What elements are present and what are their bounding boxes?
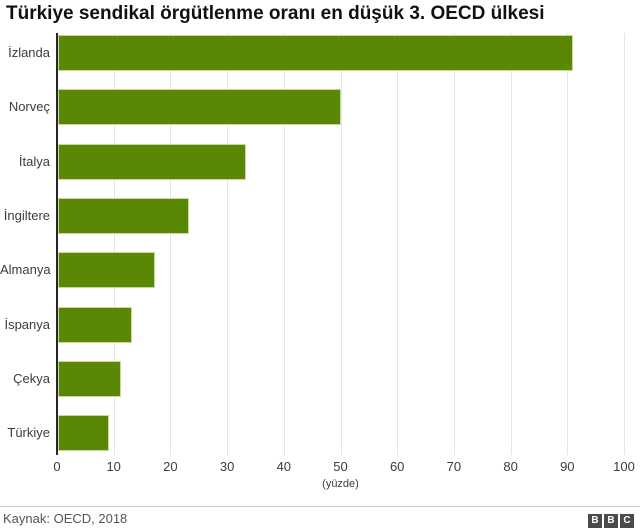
category-label: Çekya — [13, 370, 50, 386]
x-axis-unit-label: (yüzde) — [322, 478, 359, 490]
gridline — [510, 33, 512, 455]
bar-norveç — [58, 89, 341, 126]
footer-divider — [0, 506, 640, 507]
x-tick-label: 60 — [389, 459, 405, 474]
gridline — [624, 33, 625, 455]
category-label: İzlanda — [8, 45, 50, 60]
bar-i̇ngiltere — [58, 197, 190, 234]
bar-türkiye — [58, 415, 110, 452]
x-tick-label: 80 — [503, 459, 518, 474]
x-tick-label: 50 — [333, 459, 348, 474]
x-tick-label: 90 — [560, 459, 575, 474]
category-label: İngiltere — [3, 207, 50, 223]
x-tick-label: 0 — [53, 459, 61, 474]
bbc-logo-block: C — [620, 514, 634, 528]
category-label: Almanya — [0, 262, 51, 278]
bbc-logo-block: B — [588, 514, 602, 528]
bar-almanya — [58, 252, 155, 289]
gridline — [170, 33, 172, 455]
bar-i̇talya — [58, 143, 247, 180]
y-axis-line — [56, 33, 58, 455]
bar-i̇zlanda — [58, 35, 573, 71]
gridline — [340, 33, 342, 455]
gridline — [283, 33, 285, 455]
x-tick-label: 70 — [446, 459, 462, 474]
bar-çekya — [58, 360, 122, 397]
gridline — [227, 33, 229, 455]
category-label: Türkiye — [7, 425, 50, 441]
bbc-logo-block: B — [604, 514, 618, 528]
source-text: Kaynak: OECD, 2018 — [3, 511, 128, 526]
chart-title: Türkiye sendikal örgütlenme oranı en düş… — [6, 3, 545, 24]
x-tick-label: 10 — [106, 459, 121, 474]
x-tick-label: 40 — [276, 459, 292, 474]
bar-i̇spanya — [58, 306, 132, 343]
gridline — [567, 33, 569, 455]
x-tick-label: 30 — [219, 459, 235, 474]
category-label: İspanya — [4, 316, 50, 332]
category-label: İtalya — [18, 153, 50, 169]
bbc-logo: B B C — [588, 514, 634, 528]
gridline — [453, 33, 455, 455]
gridline — [113, 33, 115, 455]
x-tick-label: 100 — [613, 459, 635, 474]
gridline — [397, 33, 399, 455]
category-label: Norveç — [8, 99, 50, 115]
x-tick-label: 20 — [163, 459, 178, 474]
